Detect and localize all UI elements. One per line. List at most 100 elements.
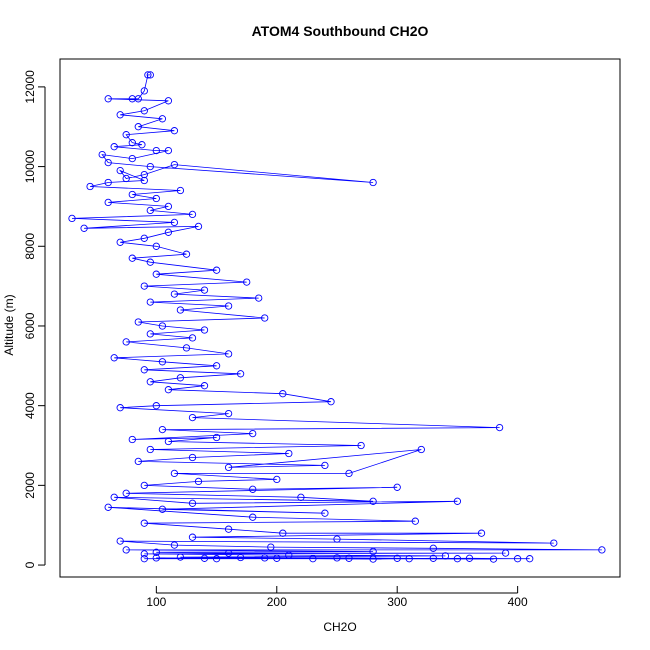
data-point — [128, 139, 136, 147]
y-tick-label: 6000 — [23, 312, 37, 339]
data-point — [116, 537, 124, 545]
data-point — [164, 146, 173, 155]
data-point — [309, 555, 317, 563]
data-point — [128, 154, 136, 163]
data-point — [236, 553, 245, 562]
data-point — [200, 382, 209, 390]
data-point — [122, 174, 130, 183]
y-tick-label: 4000 — [23, 392, 37, 419]
data-point — [134, 318, 142, 326]
data-point — [170, 541, 179, 549]
data-point — [279, 390, 287, 398]
data-point — [273, 475, 281, 484]
data-point — [285, 551, 293, 559]
data-point — [188, 453, 197, 462]
x-tick-label: 200 — [267, 595, 287, 609]
data-point — [146, 71, 154, 79]
x-tick-label: 400 — [508, 595, 528, 609]
data-point — [249, 485, 257, 493]
data-point — [188, 210, 197, 219]
data-point — [411, 517, 419, 525]
y-tick-label: 2000 — [23, 472, 37, 499]
data-point — [176, 553, 185, 561]
y-tick-label: 0 — [23, 561, 37, 568]
data-point — [333, 554, 341, 562]
x-axis: 100 200 300 400 — [146, 586, 528, 609]
y-axis-label: Altitude (m) — [2, 294, 16, 355]
data-point — [224, 463, 233, 472]
data-point — [236, 370, 245, 378]
data-point — [405, 555, 413, 563]
data-point — [104, 95, 112, 103]
data-point — [513, 555, 522, 563]
data-point — [146, 330, 154, 338]
data-point — [86, 182, 94, 191]
data-point — [68, 214, 76, 223]
data-point — [224, 350, 233, 358]
data-point — [104, 158, 112, 167]
data-point — [357, 441, 365, 450]
data-point — [110, 354, 118, 362]
data-point — [98, 150, 106, 159]
data-point — [212, 266, 221, 274]
data-point — [261, 314, 269, 322]
data-point — [249, 513, 257, 521]
data-point — [152, 554, 160, 562]
data-point — [321, 461, 329, 470]
data-point — [146, 162, 154, 171]
data-point — [170, 290, 179, 298]
data-point — [140, 282, 148, 290]
data-point — [170, 218, 179, 227]
data-point — [80, 224, 88, 232]
data-point — [465, 554, 474, 562]
data-point — [140, 555, 148, 563]
x-tick-label: 300 — [387, 595, 407, 609]
data-point — [369, 178, 377, 187]
data-point — [255, 294, 263, 302]
data-point — [116, 111, 124, 119]
data-point — [212, 555, 221, 563]
data-point — [345, 554, 353, 562]
x-tick-label: 100 — [146, 595, 166, 609]
data-point — [164, 386, 173, 394]
data-point — [495, 423, 504, 432]
data-point — [188, 413, 197, 422]
data-point — [146, 206, 154, 215]
data-point — [279, 529, 287, 537]
data-point — [501, 549, 510, 557]
plot-area — [68, 71, 606, 563]
data-point — [110, 143, 118, 151]
data-point — [477, 529, 486, 537]
data-point — [176, 186, 185, 195]
data-point — [104, 178, 112, 187]
data-point — [182, 250, 191, 258]
data-point — [212, 433, 221, 442]
data-point — [417, 445, 425, 454]
data-point — [441, 552, 450, 560]
data-point — [122, 489, 130, 497]
data-point — [327, 398, 335, 406]
data-point — [152, 402, 160, 410]
data-point — [489, 555, 498, 563]
data-point — [224, 302, 233, 310]
data-point — [146, 258, 154, 266]
y-axis: 0 2000 4000 6000 8000 10000 12000 — [23, 70, 46, 568]
data-point — [128, 254, 136, 262]
data-point — [393, 554, 401, 562]
data-point — [453, 555, 462, 563]
data-point — [146, 298, 154, 306]
data-point — [212, 362, 221, 370]
data-point — [116, 404, 124, 412]
data-point — [138, 141, 146, 149]
data-point — [122, 546, 130, 554]
data-point — [128, 95, 136, 103]
data-point — [128, 190, 136, 199]
x-axis-label: CH2O — [323, 620, 356, 634]
series-line — [71, 74, 602, 560]
data-point — [140, 366, 148, 374]
data-point — [182, 344, 191, 352]
data-point — [110, 493, 118, 501]
data-point — [122, 338, 130, 346]
data-point — [321, 509, 329, 517]
data-point — [144, 71, 152, 79]
